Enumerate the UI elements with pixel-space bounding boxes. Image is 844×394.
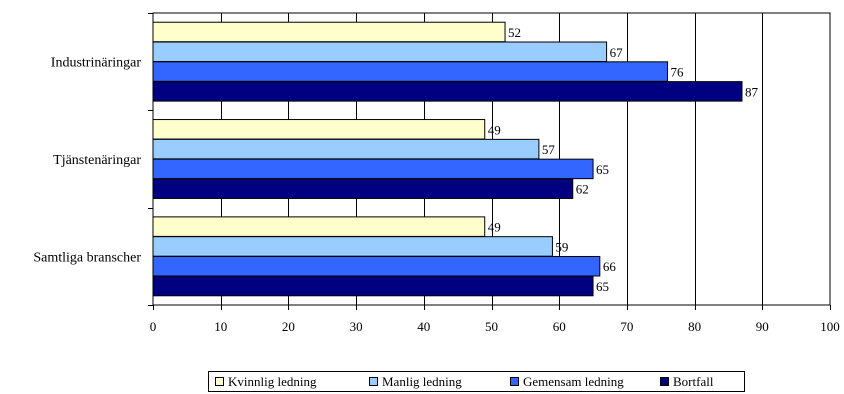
- legend-swatch-0: [215, 377, 224, 386]
- legend-label-2: Gemensam ledning: [523, 374, 624, 389]
- legend-label-0: Kvinnlig ledning: [228, 374, 317, 389]
- data-label-0-2: 76: [671, 65, 685, 80]
- bar-0-3: [152, 81, 743, 102]
- x-tick-label-60: 60: [553, 319, 566, 334]
- x-tick-label-40: 40: [417, 319, 430, 334]
- data-label-2-3: 65: [596, 279, 609, 294]
- legend-label-1: Manlig ledning: [382, 374, 462, 389]
- x-tick-label-80: 80: [688, 319, 701, 334]
- labels: 0 10 20 30 40 50 60 70 80 90 100 Industrinäringar 52…: [33, 25, 839, 334]
- data-label-0-0: 52: [508, 25, 521, 40]
- data-label-1-3: 62: [576, 182, 589, 197]
- x-tick-label-70: 70: [620, 319, 633, 334]
- axes: [148, 12, 831, 310]
- x-tick-label-100: 100: [820, 319, 840, 334]
- legend: Kvinnlig ledning Manlig ledning Gemensam l…: [208, 371, 745, 392]
- data-label-0-3: 87: [745, 84, 759, 99]
- bar-1-0: [152, 119, 486, 140]
- bar-2-0: [152, 216, 486, 237]
- legend-box: [208, 371, 745, 392]
- data-label-0-1: 67: [610, 45, 624, 60]
- bar-1-1: [152, 138, 540, 160]
- bar-0-2: [152, 61, 669, 82]
- x-tick-label-0: 0: [150, 319, 157, 334]
- legend-label-3: Bortfall: [673, 374, 714, 389]
- x-tick-label-90: 90: [756, 319, 769, 334]
- bar-2-2: [152, 255, 601, 277]
- bar-2-1: [152, 236, 553, 257]
- legend-swatch-3: [660, 377, 669, 386]
- x-tick-label-30: 30: [350, 319, 363, 334]
- data-label-1-1: 57: [542, 142, 556, 157]
- plot-area: [152, 12, 831, 306]
- category-label-2: Samtliga branscher: [33, 250, 141, 265]
- bar-1-2: [152, 158, 594, 180]
- data-label-2-0: 49: [488, 220, 501, 235]
- data-label-2-1: 59: [555, 239, 568, 254]
- bar-0-1: [152, 41, 608, 63]
- data-label-1-2: 65: [596, 162, 609, 177]
- legend-swatch-2: [510, 377, 519, 386]
- x-tick-label-10: 10: [214, 319, 227, 334]
- category-label-0: Industrinäringar: [51, 56, 142, 71]
- x-tick-label-20: 20: [282, 319, 295, 334]
- x-tick-label-50: 50: [485, 319, 498, 334]
- category-label-1: Tjänstenäringar: [53, 153, 141, 168]
- bar-0-0: [152, 21, 506, 43]
- bar-2-3: [152, 275, 594, 297]
- legend-swatch-1: [369, 377, 378, 386]
- bar-1-3: [152, 178, 574, 199]
- data-label-2-2: 66: [603, 259, 617, 274]
- data-label-1-0: 49: [488, 122, 501, 137]
- bars: [152, 21, 743, 297]
